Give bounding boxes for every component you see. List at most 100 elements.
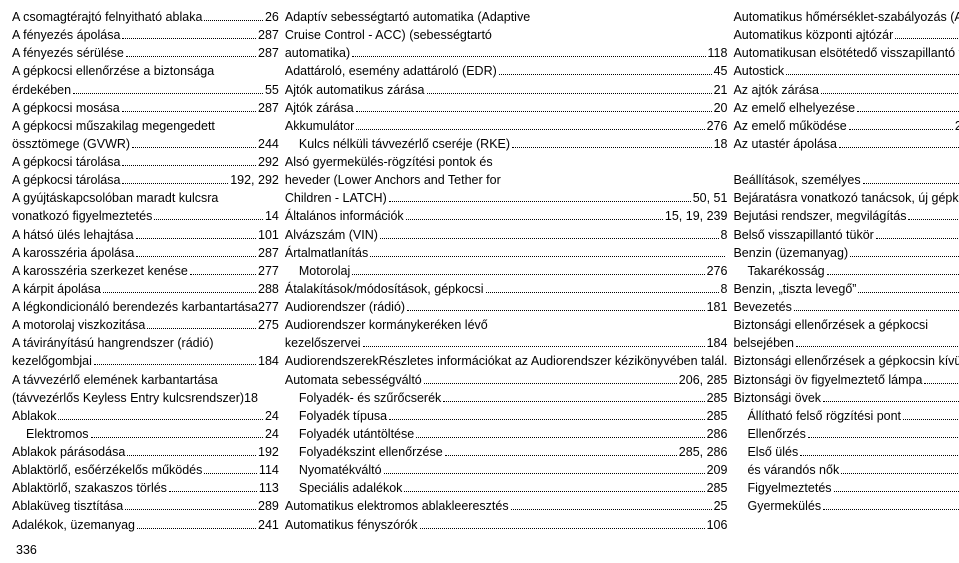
index-entry: Kulcs nélküli távvezérlő cseréje (RKE)18 — [285, 135, 728, 153]
index-entry: Adalékok, üzemanyag241 — [12, 516, 279, 534]
index-entry: Takarékosság171 — [733, 262, 959, 280]
index-entry: Ajtók automatikus zárása21 — [285, 81, 728, 99]
leader-dots — [137, 519, 256, 529]
index-entry-page: 276 — [707, 117, 728, 135]
index-entry: A távvezérlő elemének karbantartása — [12, 371, 279, 389]
index-entry: Az emelő elhelyezése259 — [733, 99, 959, 117]
leader-dots — [352, 47, 705, 57]
index-entry: Bejutási rendszer, megvilágítás16 — [733, 207, 959, 225]
blank-line — [733, 153, 959, 171]
index-entry: A csomagtérajtó felnyitható ablaka26 — [12, 8, 279, 26]
leader-dots — [849, 120, 953, 130]
index-entry-label: Állítható felső rögzítési pont — [747, 407, 901, 425]
index-entry-label: Autostick — [733, 62, 784, 80]
index-entry-page: 287 — [258, 244, 279, 262]
index-entry: Speciális adalékok285 — [285, 479, 728, 497]
index-entry-label: Ablaküveg tisztítása — [12, 497, 123, 515]
index-columns: A csomagtérajtó felnyitható ablaka26A fé… — [12, 8, 947, 534]
index-entry-label: Adaptív sebességtartó automatika (Adapti… — [285, 8, 530, 26]
index-entry: Automatikus hőmérséklet-szabályozás (ATC… — [733, 8, 959, 26]
leader-dots — [94, 355, 256, 365]
index-entry-page: 113 — [259, 479, 279, 497]
index-entry: Automatikus fényszórók106 — [285, 516, 728, 534]
index-column-3: Automatikus hőmérséklet-szabályozás (ATC… — [733, 8, 959, 534]
leader-dots — [363, 337, 705, 347]
index-entry-page: 285 — [707, 389, 728, 407]
index-entry-page: 114 — [259, 461, 279, 479]
leader-dots — [512, 138, 712, 148]
leader-dots — [924, 374, 959, 384]
index-entry-label: Kulcs nélküli távvezérlő cseréje (RKE) — [299, 135, 510, 153]
index-entry-label: Beállítások, személyes — [733, 171, 860, 189]
leader-dots — [380, 229, 719, 239]
index-entry: Automatikus elektromos ablakleeresztés25 — [285, 497, 728, 515]
index-entry-label: Cruise Control - ACC) (sebességtartó — [285, 26, 492, 44]
leader-dots — [204, 464, 257, 474]
leader-dots — [908, 210, 959, 220]
index-entry-page: 15, 19, 239 — [665, 207, 728, 225]
leader-dots — [122, 156, 256, 166]
leader-dots — [356, 120, 704, 130]
index-entry-page: 106 — [707, 516, 728, 534]
index-entry-page: 277 — [258, 262, 279, 280]
index-entry-page: 192, 292 — [230, 171, 279, 189]
index-entry-label: Ajtók automatikus zárása — [285, 81, 425, 99]
index-entry: Az ajtók zárása20 — [733, 81, 959, 99]
leader-dots — [103, 283, 256, 293]
leader-dots — [136, 229, 256, 239]
leader-dots — [895, 29, 959, 39]
index-entry-label: Ablaktörlő, szakaszos törlés — [12, 479, 167, 497]
leader-dots — [407, 301, 705, 311]
index-entry-label: Automatikus központi ajtózár — [733, 26, 893, 44]
index-entry: Cruise Control - ACC) (sebességtartó — [285, 26, 728, 44]
leader-dots — [834, 482, 959, 492]
index-entry-label: A kárpit ápolása — [12, 280, 101, 298]
index-entry: Ellenőrzés56 — [733, 425, 959, 443]
index-entry-label: A távvezérlő elemének karbantartása — [12, 371, 218, 389]
leader-dots — [427, 84, 712, 94]
index-entry-page: 184 — [258, 352, 279, 370]
index-entry: Alvázszám (VIN)8 — [285, 226, 728, 244]
page-number: 336 — [16, 543, 37, 557]
index-entry: kezelőszervei184 — [285, 334, 728, 352]
index-entry-label: Nyomatékváltó — [299, 461, 382, 479]
index-entry: Benzin (üzemanyag)240 — [733, 244, 959, 262]
leader-dots — [876, 229, 959, 239]
index-entry-page: 241 — [258, 516, 279, 534]
index-entry: Bevezetés4 — [733, 298, 959, 316]
index-entry: A hátsó ülés lehajtása101 — [12, 226, 279, 244]
index-entry-label: Elektromos — [26, 425, 89, 443]
index-entry-page: 244 — [258, 135, 279, 153]
index-entry-page: 206, 285 — [679, 371, 728, 389]
index-entry: Az utastér ápolása288 — [733, 135, 959, 153]
index-entry: A gépkocsi tárolása292 — [12, 153, 279, 171]
leader-dots — [420, 519, 705, 529]
index-entry-label: A gyújtáskapcsolóban maradt kulcsra — [12, 189, 218, 207]
index-entry-page: 181 — [707, 298, 728, 316]
leader-dots — [125, 500, 256, 510]
index-entry-label: A motorolaj viszkozitása — [12, 316, 145, 334]
index-entry-label: Alsó gyermekülés-rögzítési pontok és — [285, 153, 493, 171]
index-entry-label: és várandós nők — [747, 461, 839, 479]
index-entry-page: 24 — [265, 425, 279, 443]
index-entry: A gépkocsi mosása287 — [12, 99, 279, 117]
leader-dots — [511, 500, 712, 510]
index-entry: A gépkocsi ellenőrzése a biztonsága — [12, 62, 279, 80]
index-entry-label: Automata sebességváltó — [285, 371, 422, 389]
index-entry: Adaptív sebességtartó automatika (Adapti… — [285, 8, 728, 26]
leader-dots — [389, 410, 705, 420]
index-entry-page: 26 — [265, 8, 279, 26]
index-entry-page: 8 — [721, 226, 728, 244]
index-entry-label: érdekében — [12, 81, 71, 99]
index-entry-label: Audiorendszer kormánykeréken lévő — [285, 316, 488, 334]
index-entry-label: Biztonsági ellenőrzések a gépkocsi — [733, 316, 928, 334]
index-entry-page: 184 — [707, 334, 728, 352]
index-entry: Motorolaj276 — [285, 262, 728, 280]
leader-dots — [91, 428, 263, 438]
index-entry: A távirányítású hangrendszer (rádió) — [12, 334, 279, 352]
index-entry-label: Folyadék utántöltése — [299, 425, 414, 443]
index-entry-page: 24 — [265, 407, 279, 425]
index-entry-page: 209 — [707, 461, 728, 479]
index-entry: Ablaküveg tisztítása289 — [12, 497, 279, 515]
index-entry: Biztonsági övek29, 56 — [733, 389, 959, 407]
